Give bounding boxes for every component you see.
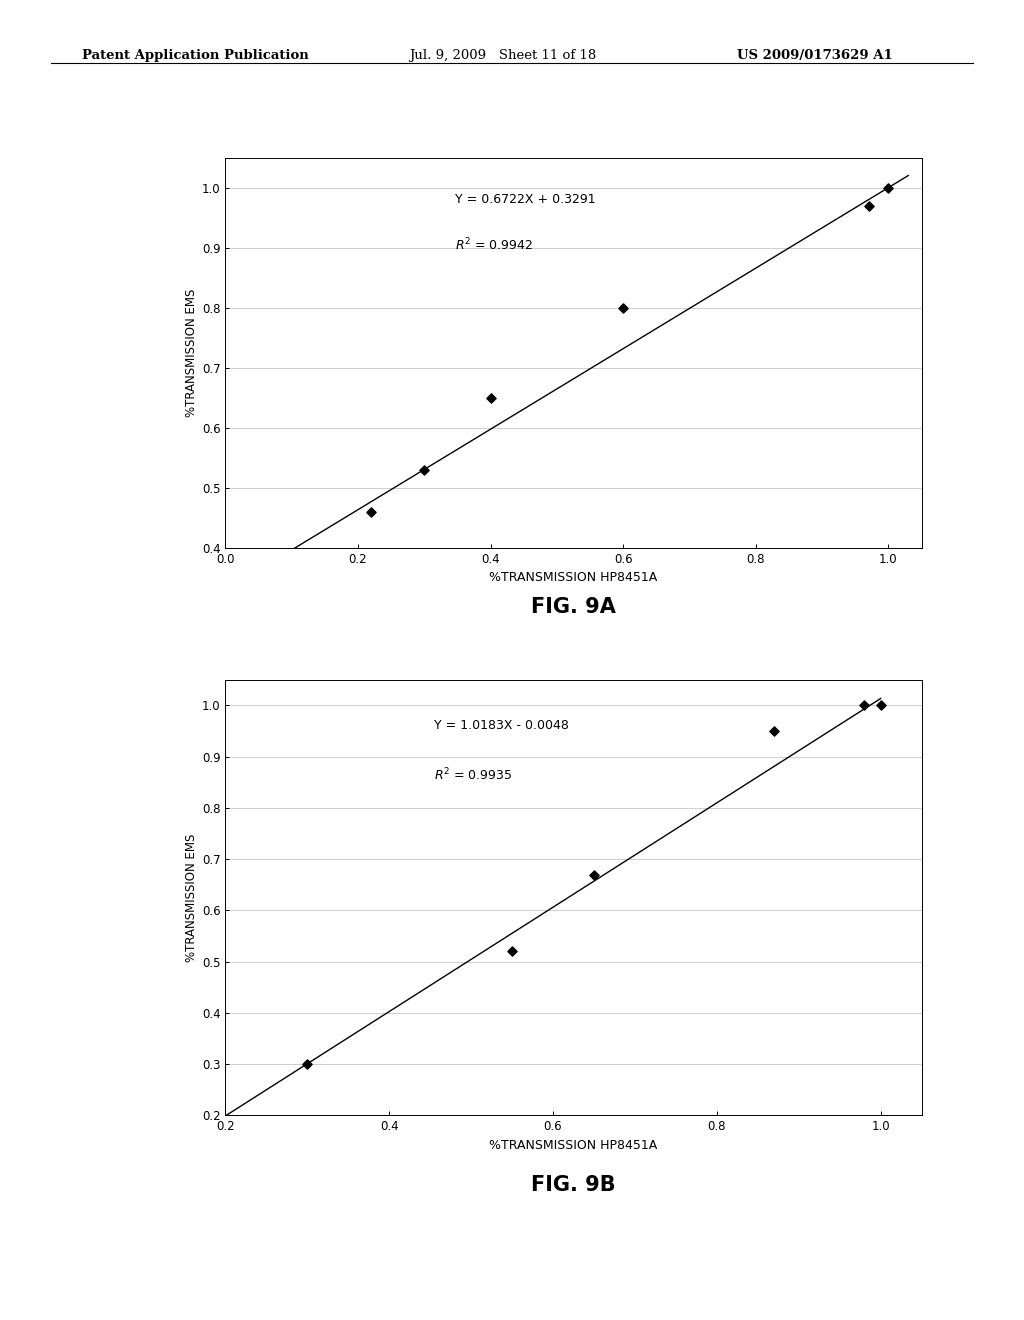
Point (856, 694, 872, 715)
Point (504, 941, 520, 962)
Text: Jul. 9, 2009   Sheet 11 of 18: Jul. 9, 2009 Sheet 11 of 18 (410, 49, 597, 62)
Point (872, 694, 889, 715)
Y-axis label: %TRANSMISSION EMS: %TRANSMISSION EMS (184, 833, 198, 962)
Point (416, 459, 432, 480)
Text: FIG. 9B: FIG. 9B (531, 1175, 615, 1195)
Point (362, 502, 379, 523)
Text: US 2009/0173629 A1: US 2009/0173629 A1 (737, 49, 893, 62)
Text: Y = 0.6722X + 0.3291: Y = 0.6722X + 0.3291 (455, 194, 596, 206)
Point (881, 178, 897, 199)
Point (860, 195, 877, 216)
Text: FIG. 9A: FIG. 9A (531, 597, 615, 616)
Text: $R^{2}$ = 0.9935: $R^{2}$ = 0.9935 (434, 767, 513, 784)
X-axis label: %TRANSMISSION HP8451A: %TRANSMISSION HP8451A (489, 572, 657, 585)
Point (615, 297, 632, 318)
X-axis label: %TRANSMISSION HP8451A: %TRANSMISSION HP8451A (489, 1139, 657, 1152)
Point (299, 1053, 315, 1074)
Text: Y = 1.0183X - 0.0048: Y = 1.0183X - 0.0048 (434, 719, 569, 733)
Text: Patent Application Publication: Patent Application Publication (82, 49, 308, 62)
Y-axis label: %TRANSMISSION EMS: %TRANSMISSION EMS (184, 289, 198, 417)
Text: $R^{2}$ = 0.9942: $R^{2}$ = 0.9942 (455, 236, 534, 253)
Point (766, 721, 782, 742)
Point (586, 865, 602, 886)
Point (482, 388, 499, 409)
